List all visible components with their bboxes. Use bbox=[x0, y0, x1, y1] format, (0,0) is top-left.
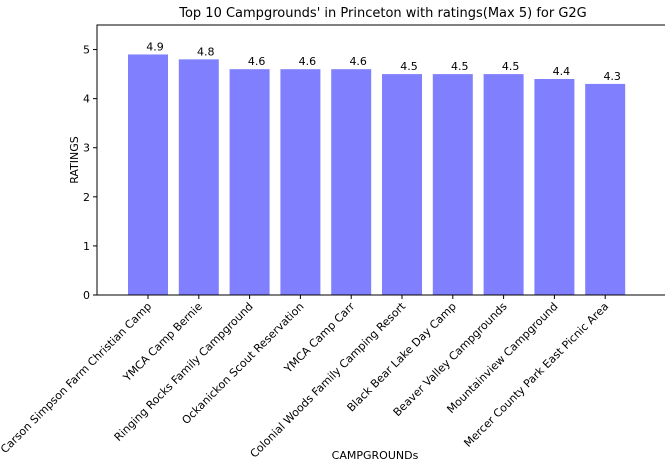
bar bbox=[382, 74, 422, 295]
data-label: 4.9 bbox=[146, 40, 164, 53]
bar bbox=[483, 74, 524, 295]
bar bbox=[534, 79, 575, 295]
data-label: 4.5 bbox=[451, 60, 469, 73]
y-axis-label: RATINGS bbox=[68, 136, 81, 184]
bar bbox=[432, 74, 473, 295]
bar bbox=[331, 69, 372, 295]
data-label: 4.5 bbox=[400, 60, 418, 73]
data-label: 4.3 bbox=[603, 70, 621, 83]
data-labels-layer: 4.9 4.8 4.6 4.6 4.6 4.5 4.5 4.5 4.4 4.3 bbox=[146, 40, 621, 82]
y-tick-label: 2 bbox=[83, 191, 90, 204]
plot-frame bbox=[96, 24, 665, 296]
bars-layer bbox=[128, 54, 626, 296]
y-axis: 0 1 2 3 4 5 bbox=[83, 44, 97, 302]
y-tick-label: 4 bbox=[83, 93, 90, 106]
bar bbox=[229, 69, 270, 295]
x-axis-label: CAMPGROUNDs bbox=[332, 449, 419, 462]
data-label: 4.6 bbox=[349, 55, 367, 68]
y-tick-label: 1 bbox=[83, 240, 90, 253]
data-label: 4.6 bbox=[248, 55, 266, 68]
data-label: 4.8 bbox=[197, 45, 215, 58]
data-label: 4.6 bbox=[299, 55, 317, 68]
bar bbox=[128, 54, 168, 295]
bar bbox=[585, 83, 626, 295]
bar bbox=[178, 59, 219, 296]
chart-title: Top 10 Campgrounds' in Princeton with ra… bbox=[178, 6, 587, 21]
y-tick-label: 5 bbox=[83, 44, 90, 57]
bar bbox=[280, 69, 321, 295]
data-label: 4.5 bbox=[502, 60, 520, 73]
data-label: 4.4 bbox=[553, 65, 571, 78]
y-tick-label: 3 bbox=[83, 142, 90, 155]
y-tick-label: 0 bbox=[83, 289, 90, 302]
x-tick-label: Black Bear Lake Day Camp bbox=[345, 300, 459, 414]
